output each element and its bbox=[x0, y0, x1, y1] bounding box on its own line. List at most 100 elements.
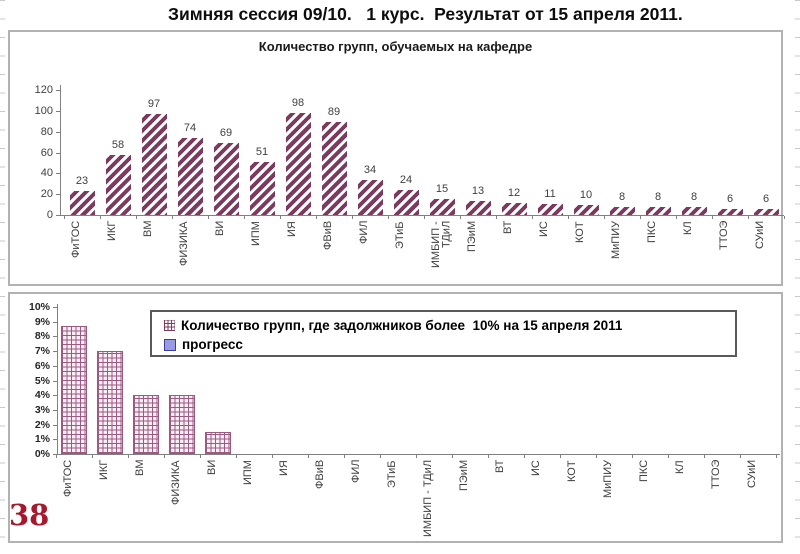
bar bbox=[645, 206, 671, 215]
y-axis-label: 100 bbox=[34, 104, 53, 117]
x-axis-tick bbox=[164, 455, 165, 458]
category-label: ИМБИП - ТДиЛ bbox=[430, 221, 453, 268]
bar bbox=[393, 190, 419, 215]
y-axis-label: 1% bbox=[34, 433, 50, 446]
y-axis-tick bbox=[56, 215, 60, 216]
bar-value-label: 58 bbox=[111, 138, 125, 151]
x-axis-tick bbox=[460, 216, 461, 219]
y-axis-tick bbox=[56, 90, 60, 91]
bar-value-label: 23 bbox=[75, 175, 89, 188]
category-label: СУиИ bbox=[754, 221, 766, 250]
y-axis-label: 120 bbox=[34, 84, 53, 96]
category-label: ВТ bbox=[494, 460, 506, 474]
y-axis-label: 2% bbox=[34, 418, 50, 431]
x-axis-tick bbox=[172, 216, 173, 219]
bar bbox=[429, 199, 455, 215]
bar bbox=[177, 137, 203, 215]
x-axis-tick bbox=[56, 455, 57, 458]
bar-value-label: 89 bbox=[327, 106, 341, 119]
x-axis-tick bbox=[596, 455, 597, 458]
y-axis-tick bbox=[53, 380, 57, 382]
x-axis-tick bbox=[712, 216, 713, 219]
category-label: ФиТОС bbox=[62, 460, 74, 498]
x-axis-tick bbox=[668, 455, 669, 458]
x-axis-tick bbox=[272, 455, 273, 458]
bar-value-label: 34 bbox=[363, 163, 377, 176]
legend-label-progress: прогресс bbox=[182, 337, 243, 352]
category-label: ВМ bbox=[134, 460, 146, 477]
bar-value-label: 13 bbox=[471, 185, 485, 198]
category-label: ВМ bbox=[142, 221, 154, 238]
x-axis-tick bbox=[352, 216, 353, 219]
category-label: ИМБИП - ТДиЛ bbox=[422, 460, 434, 538]
x-axis-tick bbox=[640, 216, 641, 219]
bar-value-label: 97 bbox=[147, 97, 161, 110]
category-label: КЛ bbox=[682, 221, 694, 235]
bar bbox=[753, 208, 779, 215]
y-axis-tick bbox=[53, 424, 57, 426]
bar-value-label: 74 bbox=[183, 121, 197, 134]
x-axis-tick bbox=[316, 216, 317, 219]
x-axis-tick bbox=[784, 216, 785, 219]
x-axis-tick bbox=[136, 216, 137, 219]
category-label: КЛ bbox=[674, 460, 686, 474]
x-axis-tick bbox=[740, 455, 741, 458]
bar-value-label: 10 bbox=[579, 188, 593, 201]
bar bbox=[717, 208, 743, 215]
x-axis-tick bbox=[776, 455, 777, 458]
bar bbox=[133, 395, 159, 454]
y-axis-label: 3% bbox=[34, 403, 50, 416]
x-axis-tick bbox=[496, 216, 497, 219]
bar bbox=[573, 204, 599, 215]
bar-value-label: 6 bbox=[762, 192, 770, 205]
x-axis-tick bbox=[452, 455, 453, 458]
bar bbox=[249, 161, 275, 215]
x-axis-tick bbox=[64, 216, 65, 219]
bar-value-label: 11 bbox=[544, 187, 556, 200]
y-axis-label: 20 bbox=[40, 188, 53, 201]
y-axis-label: 9% bbox=[34, 315, 50, 328]
category-label: ФИЛ bbox=[358, 221, 370, 245]
bar bbox=[169, 395, 195, 454]
page-number: 38 bbox=[9, 498, 50, 532]
category-label: ФВиВ bbox=[322, 221, 334, 251]
bar bbox=[205, 431, 231, 454]
category-label: ФИЗИКА bbox=[178, 221, 190, 266]
y-axis-line bbox=[57, 304, 58, 455]
bar bbox=[609, 206, 635, 215]
bar bbox=[97, 351, 123, 454]
category-label: МиПИУ bbox=[602, 460, 614, 499]
x-axis-tick bbox=[380, 455, 381, 458]
x-axis-tick bbox=[92, 455, 93, 458]
bar bbox=[357, 179, 383, 215]
category-label: ПЭиМ bbox=[458, 460, 470, 492]
y-axis-tick bbox=[53, 351, 57, 353]
category-label: КОТ bbox=[566, 460, 578, 482]
bar-value-label: 69 bbox=[219, 127, 233, 140]
bar bbox=[105, 154, 131, 215]
slide-title: Зимняя сессия 09/10. 1 курс. Результат о… bbox=[168, 4, 683, 24]
bar bbox=[141, 113, 167, 215]
y-axis-tick bbox=[56, 110, 60, 112]
x-axis-tick bbox=[488, 455, 489, 458]
x-axis-tick bbox=[100, 216, 101, 219]
category-label: ИПМ bbox=[242, 460, 254, 485]
bar bbox=[213, 143, 239, 215]
y-axis-tick bbox=[56, 173, 60, 175]
x-axis-tick bbox=[208, 216, 209, 219]
x-axis-tick bbox=[676, 216, 677, 219]
legend-label-debtors: Количество групп, где задолжников более … bbox=[181, 318, 623, 333]
x-axis-tick bbox=[604, 216, 605, 219]
y-axis-tick bbox=[56, 194, 60, 196]
x-axis-tick bbox=[200, 455, 201, 458]
y-axis-tick bbox=[53, 307, 57, 308]
category-label: ВТ bbox=[502, 221, 514, 235]
bar-value-label: 15 bbox=[435, 183, 449, 196]
x-axis-tick bbox=[236, 455, 237, 458]
category-label: ИПМ bbox=[250, 221, 262, 246]
category-label: ИС bbox=[530, 460, 542, 476]
x-axis-tick bbox=[244, 216, 245, 219]
y-axis-tick bbox=[53, 336, 57, 338]
y-axis-tick bbox=[56, 152, 60, 154]
groups-per-department-chart: Количество групп, обучаемых на кафедре 0… bbox=[8, 30, 785, 286]
